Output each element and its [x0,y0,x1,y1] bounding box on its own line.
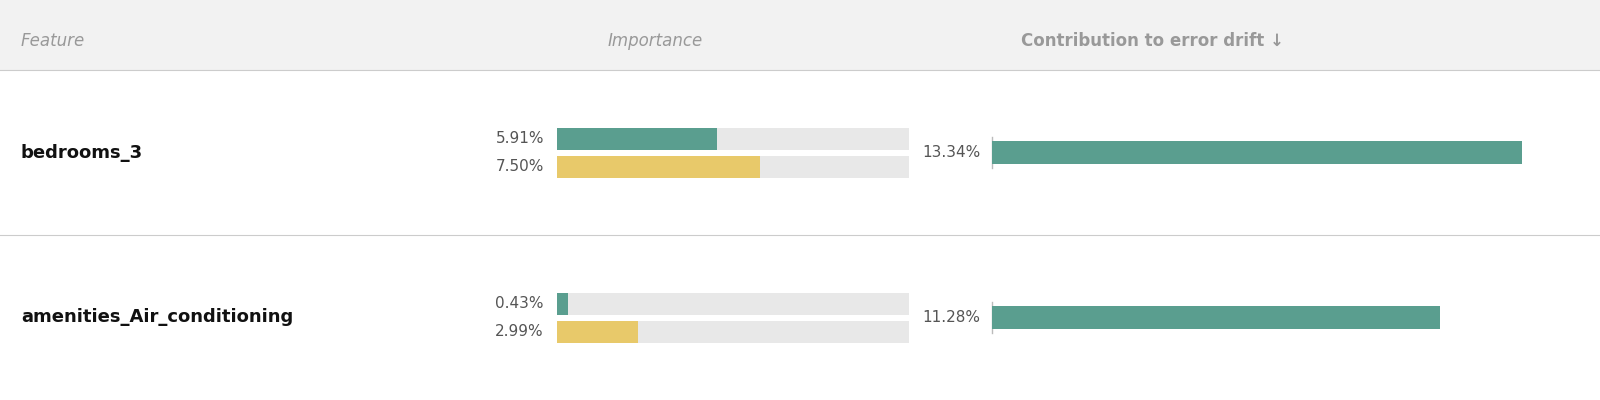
FancyBboxPatch shape [557,128,909,150]
Text: 11.28%: 11.28% [923,310,981,325]
FancyBboxPatch shape [0,0,1600,70]
FancyBboxPatch shape [557,128,717,150]
FancyBboxPatch shape [557,292,909,314]
Text: 13.34%: 13.34% [923,145,981,160]
Text: bedrooms_3: bedrooms_3 [21,144,142,162]
Text: 7.50%: 7.50% [496,159,544,174]
Text: 5.91%: 5.91% [496,131,544,146]
FancyBboxPatch shape [557,320,638,342]
FancyBboxPatch shape [557,320,909,342]
FancyBboxPatch shape [557,156,760,178]
FancyBboxPatch shape [557,156,909,178]
Text: Feature: Feature [21,32,85,50]
Text: 0.43%: 0.43% [496,296,544,311]
FancyBboxPatch shape [992,306,1440,329]
Text: amenities_Air_conditioning: amenities_Air_conditioning [21,308,293,326]
Text: 2.99%: 2.99% [496,324,544,339]
FancyBboxPatch shape [557,292,568,314]
Text: Importance: Importance [608,32,704,50]
Text: Contribution to error drift ↓: Contribution to error drift ↓ [1021,32,1283,50]
FancyBboxPatch shape [992,141,1522,164]
